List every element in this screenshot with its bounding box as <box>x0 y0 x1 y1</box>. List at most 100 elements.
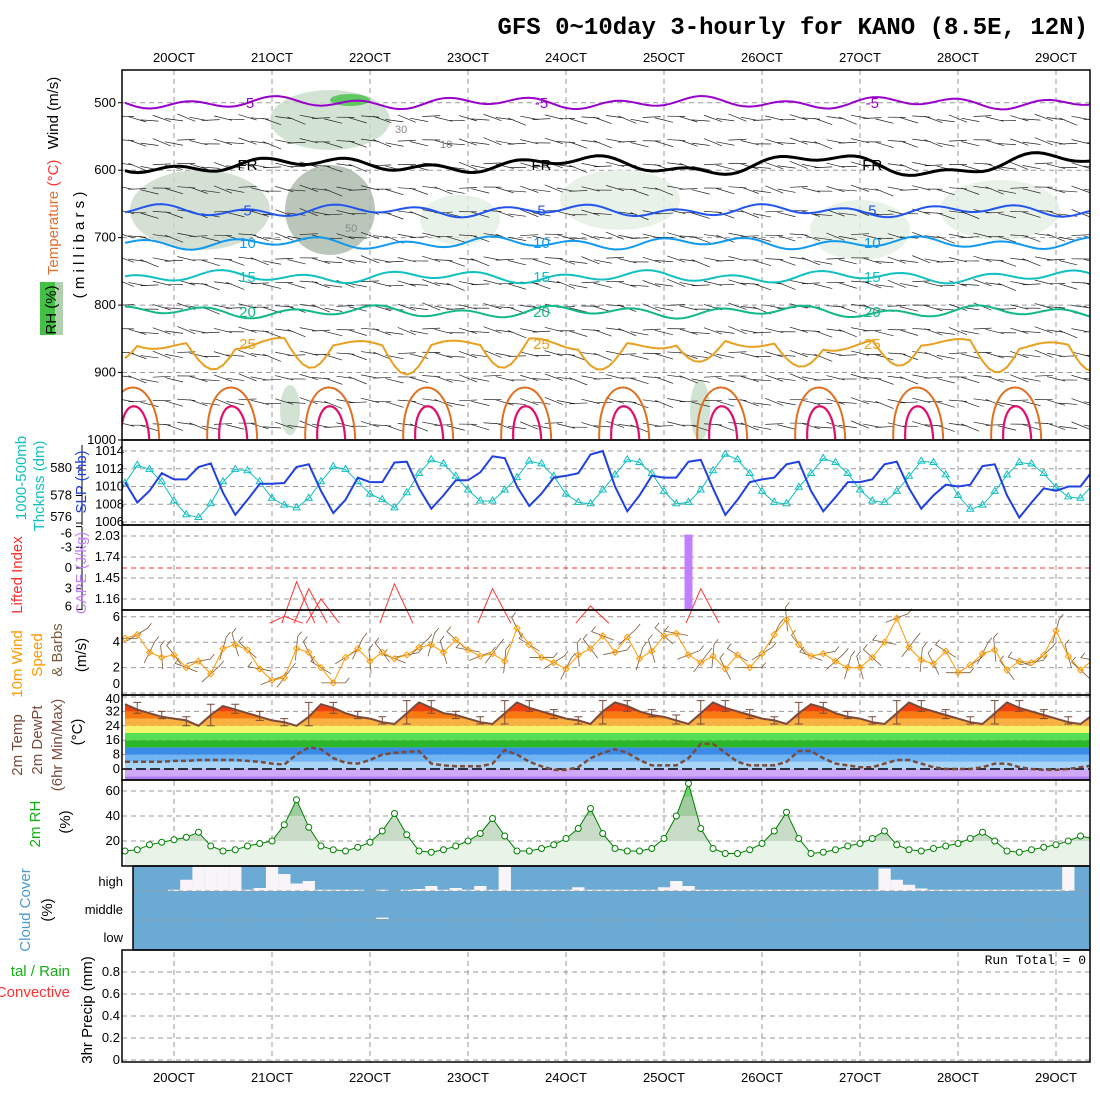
precip-tick-label: 0.4 <box>102 1008 120 1023</box>
cloud-high-label: high <box>98 874 123 889</box>
wind-speed-point <box>660 632 668 640</box>
high-cloud-bar <box>510 889 524 891</box>
rh-point <box>905 846 913 854</box>
high-cloud-bar <box>927 889 940 891</box>
temp-minmax-bar <box>549 709 558 720</box>
rh-point <box>893 841 901 849</box>
wind-speed-point <box>525 641 533 649</box>
thickness-point <box>892 486 902 494</box>
high-cloud-bar <box>633 889 646 891</box>
high-cloud-bar <box>915 888 928 891</box>
isotherm-label: 5 <box>868 203 876 220</box>
thickness-point <box>929 457 938 465</box>
high-cloud-bar <box>474 886 487 891</box>
precip-axis-labels: tal / Rain Convective 3hr Precip (mm) Ru… <box>0 953 1086 1064</box>
temp-minmax-bar <box>157 710 166 720</box>
wind-speed-point <box>1003 666 1011 674</box>
temp-minmax-bar <box>1015 700 1024 712</box>
wind-speed-point <box>991 646 999 654</box>
thickness-point <box>1063 491 1073 500</box>
thickness-point <box>978 500 987 508</box>
rh-point <box>158 838 166 846</box>
temp-tick-label: 40 <box>106 691 120 706</box>
high-cloud-bar <box>964 889 977 891</box>
wind-speed-point <box>464 646 472 654</box>
cloud-low-label: low <box>103 930 123 945</box>
rh-point <box>746 846 754 854</box>
thickness-label-2: Thcknss (dm) <box>31 441 48 532</box>
temp-minmax-bar <box>1039 709 1048 720</box>
isotherm-label: FR <box>238 157 258 174</box>
isotherm-label: 5 <box>537 203 545 220</box>
pressure-tick-label: 500 <box>94 95 116 110</box>
wind-speed-point <box>513 624 521 632</box>
temp-minmax-bar <box>623 700 632 712</box>
isotherm-label: 20 <box>533 304 550 321</box>
wind-speed-point <box>929 660 938 668</box>
upper-wind-barbs <box>122 113 1090 433</box>
rh-point <box>758 840 766 847</box>
high-cloud-bar <box>853 889 867 891</box>
cloud-axis-labels: Cloud Cover (%) high middle low <box>17 868 124 951</box>
rh-point <box>305 823 313 831</box>
wind-speed-point <box>611 648 619 657</box>
isotherm-35-loop <box>218 405 249 441</box>
cape-tick-label: 1.16 <box>95 591 120 606</box>
cape-tick-label: 1.74 <box>95 549 120 564</box>
temp-tick-label: 8 <box>113 747 120 762</box>
high-cloud-bar <box>1062 866 1075 891</box>
thickness-point <box>561 489 571 497</box>
rh-point <box>991 837 999 845</box>
temp-axis-labels: 2m Temp 2m DewPt (6hr Min/Max) (°C) <box>9 699 86 792</box>
temp-minmax-bar <box>329 701 338 714</box>
thickness-tick-label: 580 <box>50 460 72 475</box>
high-cloud-bar <box>621 889 634 891</box>
temp-label-1: 2m Temp <box>9 714 26 775</box>
rh-point <box>954 840 962 847</box>
wind-speed-point <box>170 651 178 659</box>
thickness-point <box>843 468 853 476</box>
wind-speed-point <box>672 629 680 638</box>
rh-point <box>403 831 411 839</box>
rh-point <box>660 835 668 842</box>
high-cloud-bar <box>229 866 242 891</box>
wind-speed-point <box>782 615 791 624</box>
rh-point <box>1015 848 1023 856</box>
high-cloud-bar <box>817 889 830 891</box>
wind-speed-point <box>758 649 766 658</box>
thickness-point <box>475 496 485 504</box>
isotherm-35-loop <box>1002 405 1033 441</box>
wind-speed-point <box>648 647 656 655</box>
thickness-point <box>145 464 154 472</box>
isotherm-30-loop <box>304 386 357 441</box>
high-cloud-bar <box>694 889 707 891</box>
thickness-point <box>904 471 914 479</box>
wind-speed-point <box>599 632 607 640</box>
isotherm-35-loop <box>122 405 151 441</box>
thickness-point <box>598 485 608 493</box>
thickness-point <box>1076 493 1085 501</box>
wind-speed-point <box>550 658 558 667</box>
thickness-point <box>267 493 277 501</box>
thickness-point <box>684 497 693 505</box>
precip-tick-label: 0.8 <box>102 964 120 979</box>
isotherm-35-loop <box>414 405 445 441</box>
temp-minmax-bar <box>304 701 313 727</box>
high-cloud-bar <box>376 889 389 891</box>
temp-minmax-bar <box>917 700 926 712</box>
wind-speed-point <box>122 634 129 643</box>
rh-point <box>231 846 239 854</box>
wind-speed-point <box>219 644 227 653</box>
slp-line <box>124 449 1090 520</box>
rh-point <box>979 828 986 836</box>
date-label-top: 20OCT <box>153 50 195 65</box>
temp-minmax-bar <box>819 701 828 714</box>
thickness-point <box>512 472 522 481</box>
cape-bar <box>684 534 693 610</box>
thickness-point <box>610 469 620 478</box>
rh-shading <box>420 195 500 245</box>
temp-minmax-bar <box>353 710 362 720</box>
high-cloud-bar <box>461 889 475 891</box>
li-spike <box>575 605 610 624</box>
rh-shading <box>810 200 910 260</box>
